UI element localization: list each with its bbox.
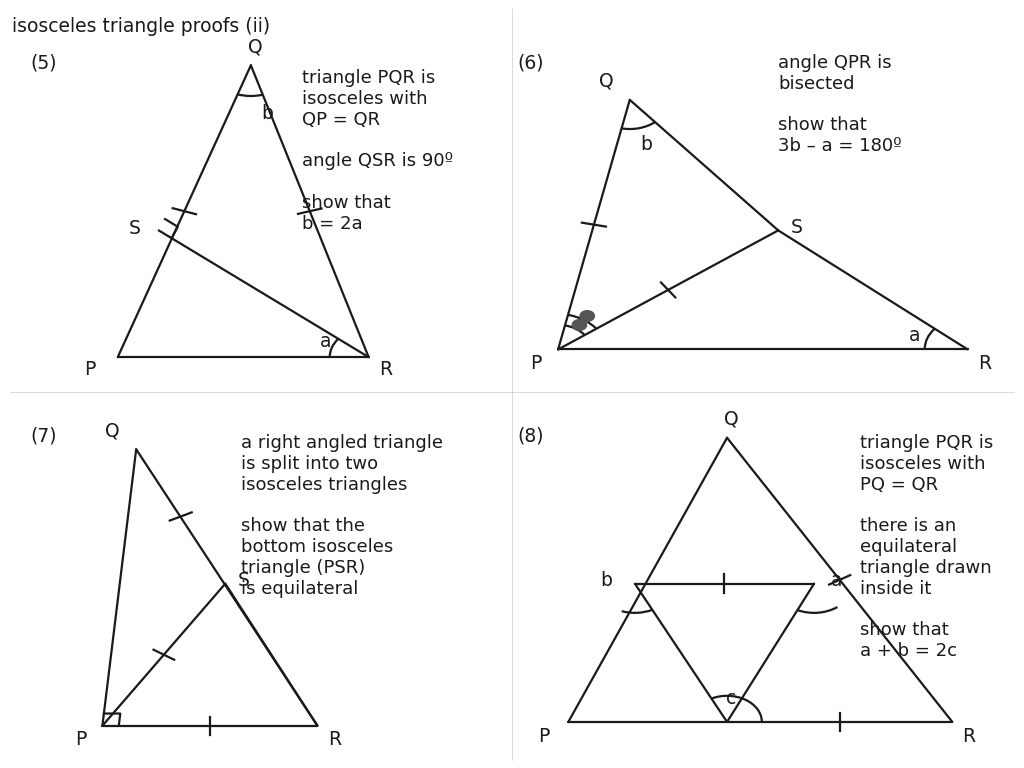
Text: a: a xyxy=(830,571,843,590)
Text: R: R xyxy=(963,727,976,746)
Text: c: c xyxy=(726,690,736,708)
Circle shape xyxy=(580,310,594,321)
Text: P: P xyxy=(75,730,86,750)
Text: angle QPR is
bisected

show that
3b – a = 180º: angle QPR is bisected show that 3b – a =… xyxy=(778,54,902,155)
Text: S: S xyxy=(791,218,803,237)
Text: b: b xyxy=(261,104,273,123)
Text: Q: Q xyxy=(248,37,262,56)
Circle shape xyxy=(572,319,587,330)
Text: b: b xyxy=(640,135,652,154)
Text: isosceles triangle proofs (ii): isosceles triangle proofs (ii) xyxy=(12,17,270,36)
Text: (5): (5) xyxy=(31,54,57,73)
Text: triangle PQR is
isosceles with
PQ = QR

there is an
equilateral
triangle drawn
i: triangle PQR is isosceles with PQ = QR t… xyxy=(860,434,993,660)
Text: a: a xyxy=(319,333,332,351)
Text: a right angled triangle
is split into two
isosceles triangles

show that the
bot: a right angled triangle is split into tw… xyxy=(241,434,442,598)
Text: P: P xyxy=(539,727,550,746)
Text: (8): (8) xyxy=(517,426,544,445)
Text: Q: Q xyxy=(724,409,738,429)
Text: Q: Q xyxy=(105,421,120,440)
Text: R: R xyxy=(379,360,392,379)
Text: S: S xyxy=(238,571,250,590)
Text: a: a xyxy=(908,326,921,345)
Text: P: P xyxy=(530,354,542,373)
Text: b: b xyxy=(600,571,612,590)
Text: triangle PQR is
isosceles with
QP = QR

angle QSR is 90º

show that
b = 2a: triangle PQR is isosceles with QP = QR a… xyxy=(302,69,454,233)
Text: (7): (7) xyxy=(31,426,57,445)
Text: S: S xyxy=(128,220,140,238)
Text: Q: Q xyxy=(599,71,613,91)
Text: R: R xyxy=(978,354,991,373)
Text: R: R xyxy=(328,730,341,750)
Text: (6): (6) xyxy=(517,54,544,73)
Text: P: P xyxy=(84,360,95,379)
